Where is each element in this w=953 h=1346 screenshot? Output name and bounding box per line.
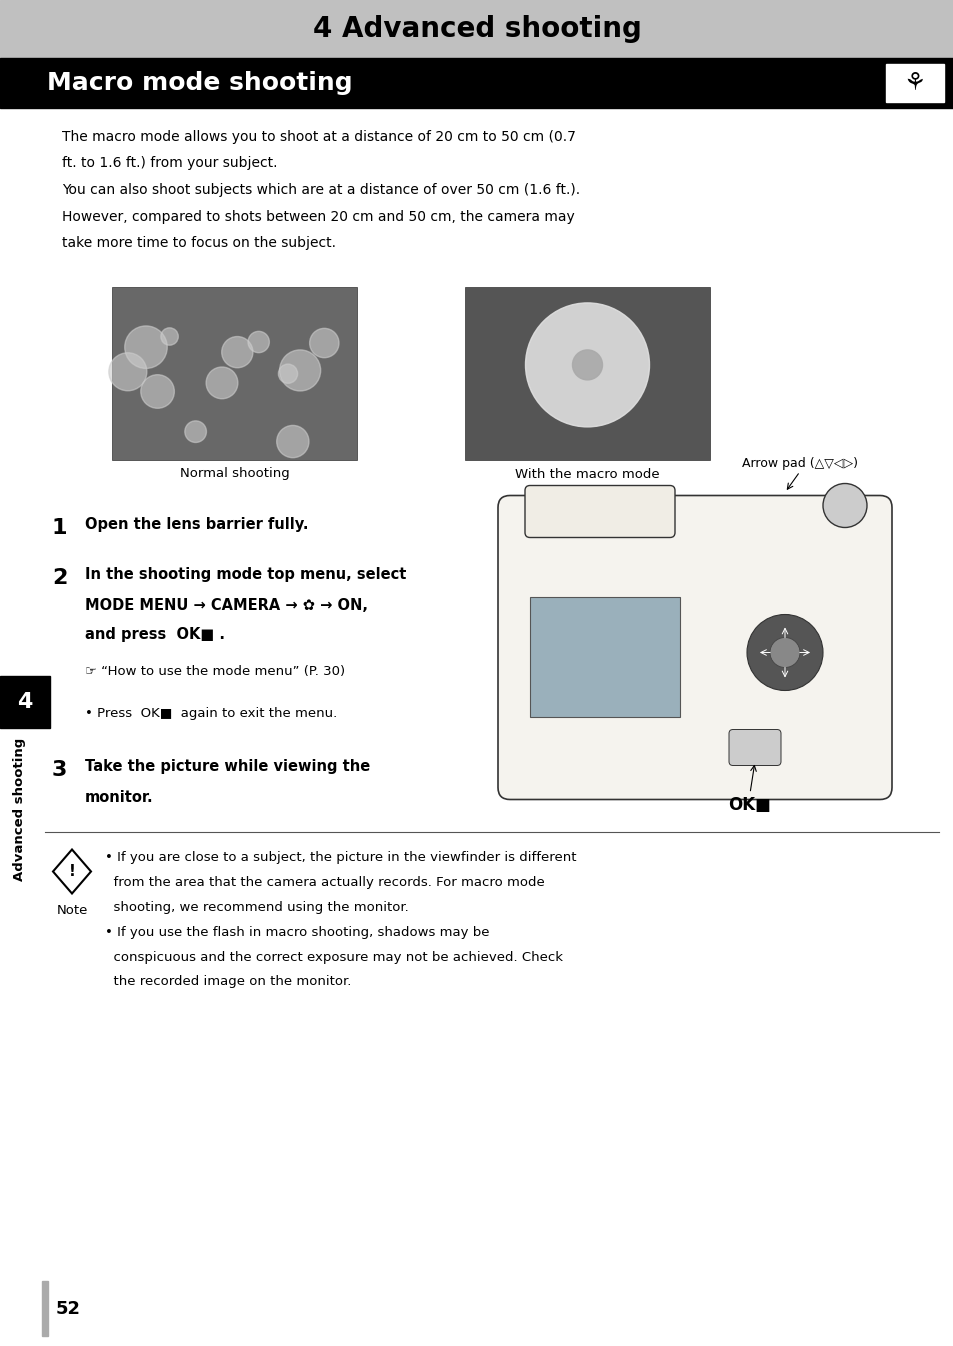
Text: 3: 3 bbox=[52, 759, 68, 779]
Bar bbox=[0, 0, 953, 58]
Text: Advanced shooting: Advanced shooting bbox=[13, 738, 27, 882]
Text: The macro mode allows you to shoot at a distance of 20 cm to 50 cm (0.7: The macro mode allows you to shoot at a … bbox=[62, 131, 576, 144]
Text: You can also shoot subjects which are at a distance of over 50 cm (1.6 ft.).: You can also shoot subjects which are at… bbox=[62, 183, 579, 197]
Circle shape bbox=[248, 331, 269, 353]
Text: However, compared to shots between 20 cm and 50 cm, the camera may: However, compared to shots between 20 cm… bbox=[62, 210, 574, 223]
Bar bbox=[112, 288, 356, 459]
Bar bbox=[0, 58, 953, 108]
Circle shape bbox=[746, 615, 822, 690]
FancyBboxPatch shape bbox=[497, 495, 891, 800]
Bar bbox=[885, 65, 943, 102]
Circle shape bbox=[141, 374, 174, 408]
Text: Take the picture while viewing the: Take the picture while viewing the bbox=[85, 759, 370, 774]
Circle shape bbox=[822, 483, 866, 528]
Polygon shape bbox=[53, 849, 91, 894]
Text: from the area that the camera actually records. For macro mode: from the area that the camera actually r… bbox=[105, 876, 544, 890]
Text: !: ! bbox=[69, 864, 75, 879]
Text: Open the lens barrier fully.: Open the lens barrier fully. bbox=[85, 517, 308, 533]
Text: MODE MENU → CAMERA → ✿ → ON,: MODE MENU → CAMERA → ✿ → ON, bbox=[85, 598, 368, 612]
Text: Macro mode shooting: Macro mode shooting bbox=[47, 71, 353, 96]
Bar bbox=[464, 288, 709, 459]
Circle shape bbox=[525, 303, 649, 427]
Bar bbox=[0, 676, 50, 728]
FancyBboxPatch shape bbox=[524, 486, 675, 537]
Text: take more time to focus on the subject.: take more time to focus on the subject. bbox=[62, 236, 335, 250]
Text: conspicuous and the correct exposure may not be achieved. Check: conspicuous and the correct exposure may… bbox=[105, 950, 562, 964]
Text: OK■: OK■ bbox=[728, 795, 771, 813]
Circle shape bbox=[276, 425, 309, 458]
Text: monitor.: monitor. bbox=[85, 790, 153, 805]
Text: 4 Advanced shooting: 4 Advanced shooting bbox=[313, 15, 640, 43]
Circle shape bbox=[572, 350, 602, 380]
Text: With the macro mode: With the macro mode bbox=[515, 467, 659, 481]
Text: ft. to 1.6 ft.) from your subject.: ft. to 1.6 ft.) from your subject. bbox=[62, 156, 277, 171]
Text: • If you are close to a subject, the picture in the viewfinder is different: • If you are close to a subject, the pic… bbox=[105, 852, 576, 864]
Text: 52: 52 bbox=[56, 1299, 81, 1318]
Circle shape bbox=[279, 350, 320, 390]
Text: ☞ “How to use the mode menu” (P. 30): ☞ “How to use the mode menu” (P. 30) bbox=[85, 665, 345, 678]
Text: 4: 4 bbox=[17, 692, 32, 712]
Text: Normal shooting: Normal shooting bbox=[179, 467, 289, 481]
Circle shape bbox=[161, 328, 178, 345]
Text: In the shooting mode top menu, select: In the shooting mode top menu, select bbox=[85, 568, 406, 583]
Text: • If you use the flash in macro shooting, shadows may be: • If you use the flash in macro shooting… bbox=[105, 926, 489, 940]
Text: ⚘: ⚘ bbox=[902, 71, 925, 96]
Text: the recorded image on the monitor.: the recorded image on the monitor. bbox=[105, 976, 351, 988]
Text: shooting, we recommend using the monitor.: shooting, we recommend using the monitor… bbox=[105, 900, 408, 914]
Text: 1: 1 bbox=[52, 517, 68, 537]
Circle shape bbox=[769, 638, 800, 668]
Circle shape bbox=[206, 367, 237, 398]
Circle shape bbox=[278, 365, 297, 384]
Bar bbox=[42, 1281, 48, 1337]
Text: 2: 2 bbox=[52, 568, 68, 587]
Bar bbox=[530, 598, 679, 717]
Circle shape bbox=[310, 328, 338, 358]
Circle shape bbox=[125, 326, 167, 369]
Circle shape bbox=[185, 421, 206, 443]
Text: Arrow pad (△▽◁▷): Arrow pad (△▽◁▷) bbox=[741, 456, 857, 470]
Circle shape bbox=[221, 336, 253, 367]
Text: Note: Note bbox=[56, 903, 88, 917]
Text: and press  OK■ .: and press OK■ . bbox=[85, 627, 225, 642]
Circle shape bbox=[109, 353, 147, 390]
Text: • Press  OK■  again to exit the menu.: • Press OK■ again to exit the menu. bbox=[85, 708, 337, 720]
FancyBboxPatch shape bbox=[728, 730, 781, 766]
